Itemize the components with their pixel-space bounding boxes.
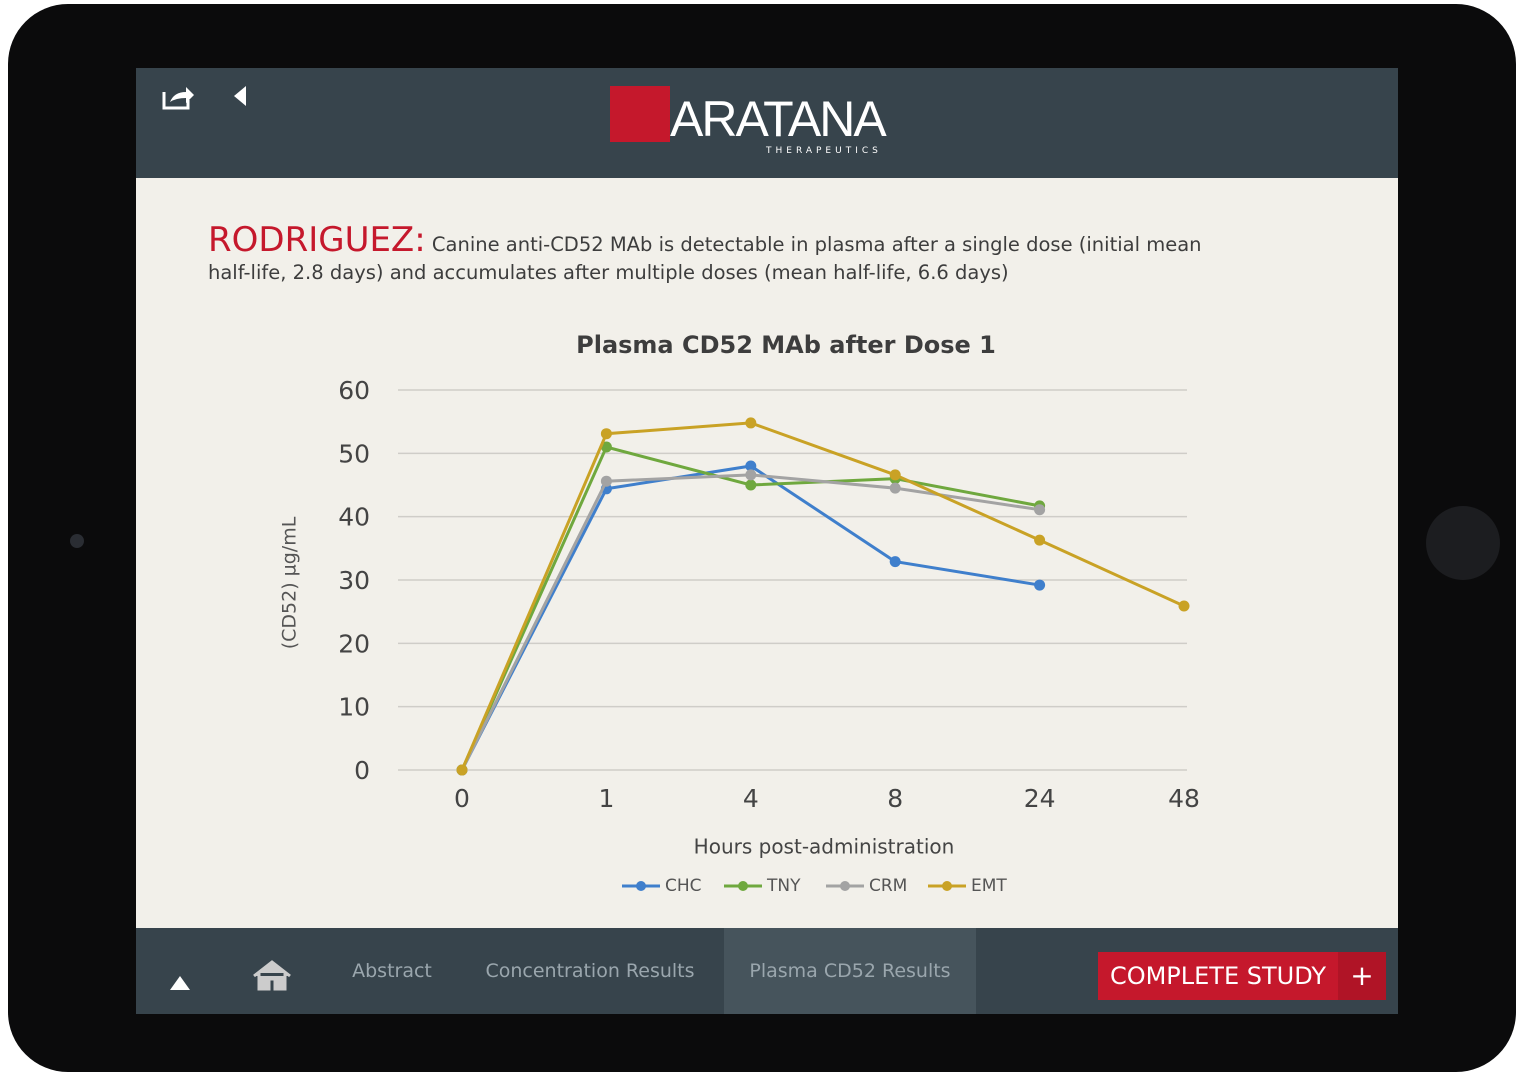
point [1034, 579, 1046, 591]
x-axis-label: Hours post-administration [694, 835, 955, 859]
share-arrow [170, 87, 194, 103]
x-tick-label: 1 [598, 784, 614, 813]
point [745, 479, 757, 491]
legend-marker [942, 881, 952, 891]
header-icons [162, 86, 246, 110]
complete-plus[interactable]: + [1338, 952, 1386, 1000]
point [889, 469, 901, 481]
point [745, 417, 757, 429]
point [600, 475, 612, 487]
legend-label: TNY [766, 876, 801, 896]
point [745, 469, 757, 481]
back-icon[interactable] [234, 86, 246, 106]
share-icon[interactable] [162, 92, 190, 110]
nav-item[interactable]: Abstract [352, 960, 432, 982]
x-tick-label: 8 [887, 784, 903, 813]
y-tick-label: 0 [354, 756, 370, 785]
point [1034, 534, 1046, 546]
logo-mark [610, 86, 670, 142]
footer-icons [170, 960, 291, 991]
intro: RODRIGUEZ: Canine anti-CD52 MAb is detec… [208, 223, 1248, 287]
y-tick-label: 10 [338, 693, 370, 722]
series-line [460, 464, 1040, 771]
y-tick-label: 40 [338, 503, 370, 532]
x-tick-label: 0 [454, 784, 470, 813]
y-tick-label: 50 [338, 439, 370, 468]
camera [70, 534, 84, 548]
legend-marker [636, 881, 646, 891]
logo-sub: THERAPEUTICS [766, 146, 882, 156]
legend-label: CHC [665, 876, 702, 896]
intro-lead: RODRIGUEZ: [208, 220, 426, 260]
intro-text: Canine anti-CD52 MAb is detectable in pl… [208, 233, 1202, 284]
y-tick-label: 30 [338, 566, 370, 595]
logo: ARATANA [670, 91, 887, 147]
up-icon[interactable] [170, 976, 190, 990]
point [889, 482, 901, 494]
legend-marker [840, 881, 850, 891]
point [456, 764, 468, 776]
legend-marker [738, 881, 748, 891]
header: ARATANA THERAPEUTICS [136, 68, 1398, 178]
y-tick-label: 60 [338, 376, 370, 405]
home-button[interactable] [1426, 506, 1500, 580]
screen: ARATANA THERAPEUTICS RODRIGUEZ: Canine a… [136, 68, 1398, 1014]
legend-label: EMT [971, 876, 1007, 896]
y-axis-label: (CD52) µg/mL [279, 516, 301, 649]
series-line [460, 421, 1185, 771]
nav-item[interactable]: Concentration Results [485, 960, 695, 982]
point [1034, 504, 1046, 516]
complete-button[interactable]: COMPLETE STUDY [1098, 952, 1338, 1000]
home-icon[interactable] [253, 960, 291, 991]
point [1178, 600, 1190, 612]
point [600, 428, 612, 440]
x-tick-label: 24 [1024, 784, 1056, 813]
nav-item-active[interactable]: Plasma CD52 Results [724, 928, 976, 1014]
point [889, 556, 901, 568]
chart-title: Plasma CD52 MAb after Dose 1 [576, 331, 996, 359]
footer: Abstract Concentration Results Plasma CD… [136, 928, 1398, 1014]
x-tick-label: 4 [743, 784, 759, 813]
y-tick-label: 20 [338, 629, 370, 658]
x-tick-label: 48 [1168, 784, 1200, 813]
series-line [460, 473, 1040, 771]
point [600, 441, 612, 453]
point [745, 460, 757, 472]
legend-label: CRM [869, 876, 907, 896]
